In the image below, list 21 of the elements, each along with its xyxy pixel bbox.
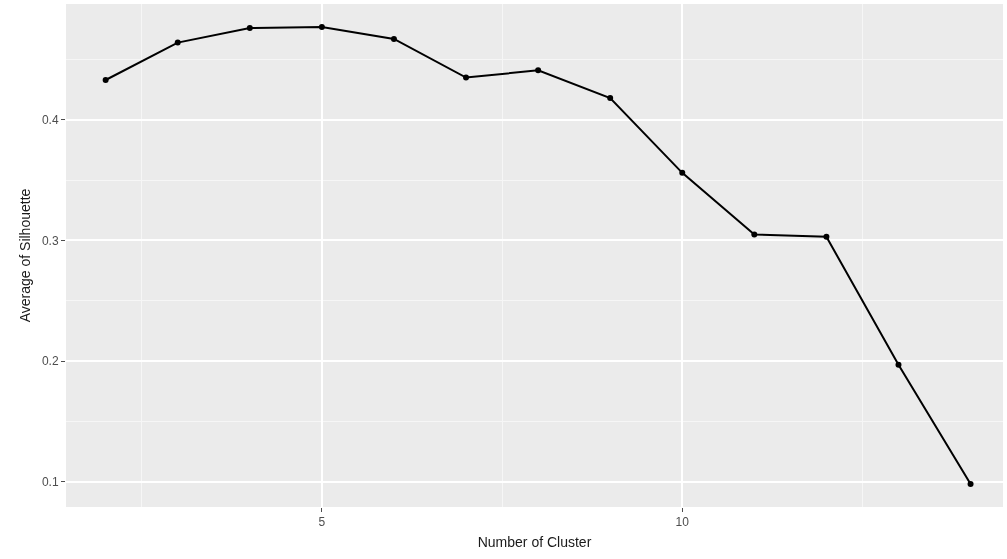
point — [967, 481, 974, 488]
y-axis-title: Average of Silhouette — [16, 188, 33, 323]
x-axis-title: Number of Cluster — [477, 533, 592, 550]
point — [895, 361, 902, 368]
y-tick-label: 0.2 — [41, 354, 59, 369]
point — [607, 95, 614, 102]
point — [174, 39, 181, 46]
point — [102, 76, 109, 83]
y-tick-label: 0.4 — [41, 113, 59, 127]
point — [535, 67, 542, 74]
point — [751, 231, 758, 238]
point — [679, 169, 686, 176]
point — [246, 25, 253, 32]
point — [463, 74, 470, 81]
y-tick-label: 0.1 — [41, 474, 59, 489]
x-tick-label: 10 — [675, 515, 690, 530]
x-tick-label: 5 — [318, 515, 326, 530]
point — [823, 233, 830, 240]
point — [390, 35, 397, 42]
y-tick-label: 0.3 — [41, 233, 59, 248]
point — [318, 23, 325, 30]
